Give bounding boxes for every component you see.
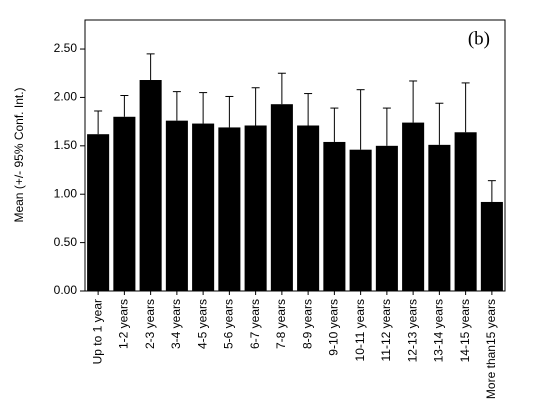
x-tick-label: 6-7 years [248,299,262,349]
bar [192,123,215,291]
y-tick-label: 2.50 [54,41,78,55]
bar [139,80,162,291]
y-tick-label: 0.50 [54,235,78,249]
x-tick-label: 11-12 years [379,299,393,361]
bar [113,116,136,292]
bar [323,141,346,291]
bar [87,134,110,291]
x-tick-label: 5-6 years [222,299,236,349]
x-tick-label: 10-11 years [353,299,367,361]
bar [270,104,293,291]
x-tick-label: More than15 years [484,299,498,399]
y-axis-label: Mean (+/- 95% Conf. Int.) [12,87,26,222]
bar [402,122,425,291]
bar [480,201,503,291]
bar [218,127,241,291]
x-tick-label: 2-3 years [143,299,157,349]
x-tick-label: 9-10 years [327,299,341,356]
bar [165,120,188,292]
x-tick-label: 7-8 years [274,299,288,349]
bar [454,132,477,291]
x-tick-label: 8-9 years [300,299,314,349]
y-tick-label: 1.00 [54,186,78,200]
y-tick-label: 2.00 [54,90,78,104]
x-tick-label: 14-15 years [458,299,472,362]
x-tick-label: 13-14 years [432,299,446,362]
y-tick-label: 1.50 [54,138,78,152]
bar [349,149,372,291]
x-tick-label: 3-4 years [169,299,183,349]
annotation: (b) [468,28,490,49]
plot-frame [84,19,506,292]
y-tick-label: 0.00 [54,283,78,297]
bar [375,145,398,291]
bar [428,144,451,291]
x-tick-label: 12-13 years [405,299,419,362]
bar [244,125,267,291]
bar [297,125,320,291]
x-tick-label: 4-5 years [195,299,209,349]
x-tick-label: 1-2 years [117,299,131,349]
x-tick-label: Up to 1 year [90,299,104,364]
